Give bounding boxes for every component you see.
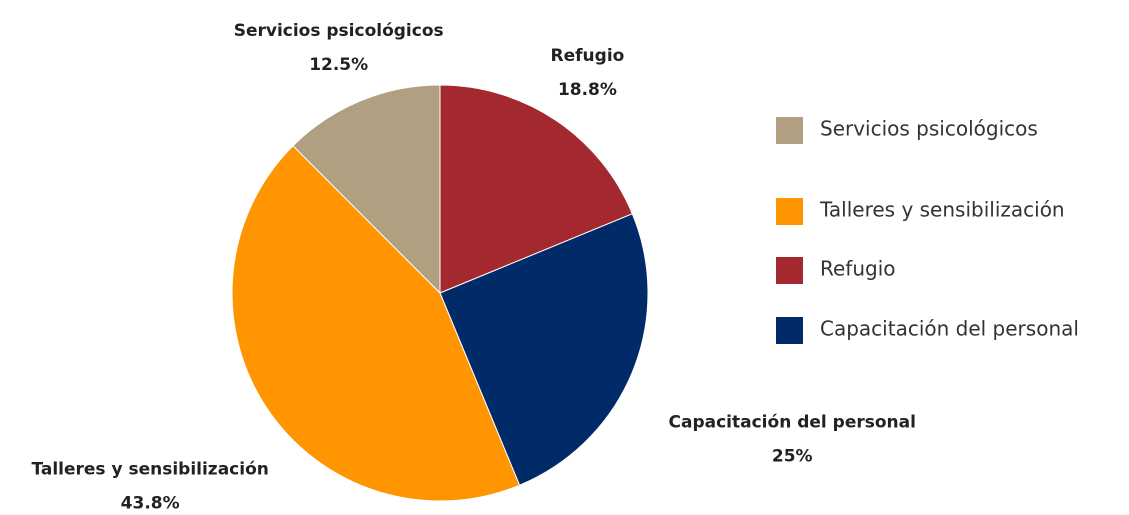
legend-label: Servicios psicológicos: [820, 117, 1038, 141]
slice-value: 25%: [772, 446, 813, 466]
legend-swatch: [776, 257, 803, 284]
slice-label: Servicios psicológicos: [234, 21, 444, 41]
pie-slice: [439, 213, 649, 486]
legend-label: Refugio: [820, 257, 896, 281]
legend-swatch: [776, 117, 803, 144]
pie-slice: [439, 84, 633, 294]
slice-label: Talleres y sensibilización: [31, 459, 268, 479]
legend-label: Capacitación del personal: [820, 317, 1079, 341]
pie-slice: [292, 84, 441, 295]
legend-swatch: [776, 317, 803, 344]
pie-slice: [231, 145, 521, 502]
slice-value: 18.8%: [558, 80, 617, 100]
slice-value: 12.5%: [309, 55, 368, 75]
slice-value: 43.8%: [121, 493, 180, 513]
slice-label: Capacitación del personal: [669, 412, 916, 432]
slice-label: Refugio: [551, 46, 625, 66]
legend-label: Talleres y sensibilización: [819, 198, 1065, 222]
legend-swatch: [776, 198, 803, 225]
